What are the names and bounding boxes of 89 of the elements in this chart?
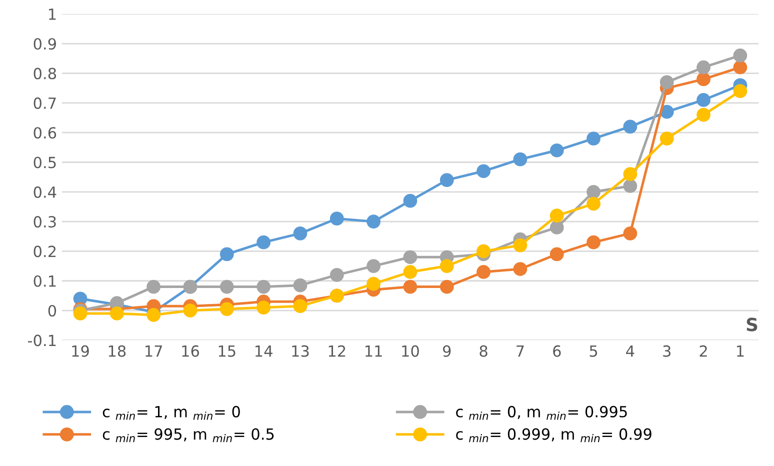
- point: [696, 60, 710, 74]
- legend-label: c $_{min}$= 0, m $_{min}$= 0.995: [456, 406, 627, 420]
- y-tick-label: 0.5: [34, 156, 56, 168]
- point: [733, 84, 748, 98]
- point: [293, 299, 308, 314]
- x-tick-label: 17: [146, 346, 162, 357]
- y-tick-label: 0.4: [34, 186, 56, 198]
- point: [550, 208, 564, 223]
- point: [696, 72, 710, 86]
- point: [696, 93, 710, 107]
- x-axis-title: S: [746, 318, 758, 332]
- point: [733, 48, 748, 62]
- point: [550, 143, 564, 158]
- point: [403, 194, 418, 208]
- point: [403, 280, 418, 294]
- point: [660, 132, 674, 146]
- x-tick-label: 18: [108, 345, 126, 357]
- point: [733, 60, 748, 74]
- point: [220, 247, 234, 262]
- x-tick-label: 12: [328, 345, 346, 357]
- y-tick-label: -0.1: [28, 334, 56, 346]
- x-tick-label: 4: [626, 346, 634, 357]
- point: [256, 300, 271, 315]
- point: [110, 306, 124, 320]
- point: [403, 250, 418, 264]
- point: [476, 164, 490, 178]
- point: [550, 220, 564, 234]
- point: [366, 214, 380, 229]
- x-tick-label: 2: [700, 345, 707, 357]
- point: [586, 196, 600, 211]
- point: [513, 262, 528, 276]
- y-tick-label: 0.3: [34, 216, 56, 228]
- point: [696, 108, 710, 122]
- point: [586, 132, 600, 146]
- point: [440, 259, 454, 273]
- point: [476, 265, 490, 279]
- point: [623, 226, 638, 240]
- point: [623, 167, 638, 182]
- point: [256, 235, 271, 250]
- point: [330, 268, 344, 282]
- point: [146, 308, 161, 322]
- point: [513, 152, 528, 166]
- point: [366, 259, 380, 273]
- point: [550, 247, 564, 262]
- point: [293, 278, 308, 292]
- point: [623, 179, 638, 193]
- point: [440, 173, 454, 187]
- legend-label: c $_{min}$= 995, m $_{min}$= 0.5: [102, 428, 274, 442]
- point: [220, 302, 234, 316]
- point: [513, 238, 528, 252]
- point: [476, 244, 490, 258]
- x-tick-label: 6: [553, 345, 561, 357]
- point: [256, 280, 271, 294]
- point: [623, 120, 638, 134]
- legend-label: c $_{min}$= 1, m $_{min}$= 0: [102, 406, 240, 420]
- y-tick-label: 0.9: [34, 38, 56, 50]
- point: [293, 226, 308, 240]
- x-tick-label: 15: [218, 346, 236, 357]
- x-tick-label: 14: [256, 346, 272, 357]
- x-tick-label: 11: [366, 346, 382, 357]
- point: [73, 306, 88, 320]
- y-tick-label: 0.6: [34, 127, 56, 139]
- point: [403, 265, 418, 279]
- y-tick-label: 1: [49, 8, 56, 20]
- legend-label: c $_{min}$= 0.999, m $_{min}$= 0.99: [456, 428, 652, 442]
- point: [586, 235, 600, 250]
- point: [586, 184, 600, 199]
- point: [220, 280, 234, 294]
- point: [330, 212, 344, 226]
- y-tick-label: 0.1: [34, 275, 56, 287]
- y-tick-label: 0.7: [34, 97, 56, 109]
- x-tick-label: 19: [72, 345, 89, 357]
- x-tick-label: 9: [442, 345, 451, 357]
- x-tick-label: 16: [182, 345, 199, 357]
- x-tick-label: 10: [402, 345, 419, 357]
- y-tick-label: 0.8: [34, 68, 56, 80]
- point: [440, 280, 454, 294]
- point: [660, 75, 674, 90]
- point: [183, 304, 198, 318]
- y-tick-label: 0: [48, 304, 56, 317]
- x-tick-label: 13: [292, 345, 309, 357]
- x-tick-label: 1: [737, 346, 744, 357]
- y-tick-label: 0.2: [34, 246, 56, 258]
- point: [366, 276, 380, 291]
- x-tick-label: 8: [480, 345, 488, 357]
- x-tick-label: 3: [663, 345, 670, 357]
- x-tick-label: 7: [516, 346, 524, 357]
- point: [146, 280, 161, 294]
- x-tick-label: 5: [590, 346, 598, 357]
